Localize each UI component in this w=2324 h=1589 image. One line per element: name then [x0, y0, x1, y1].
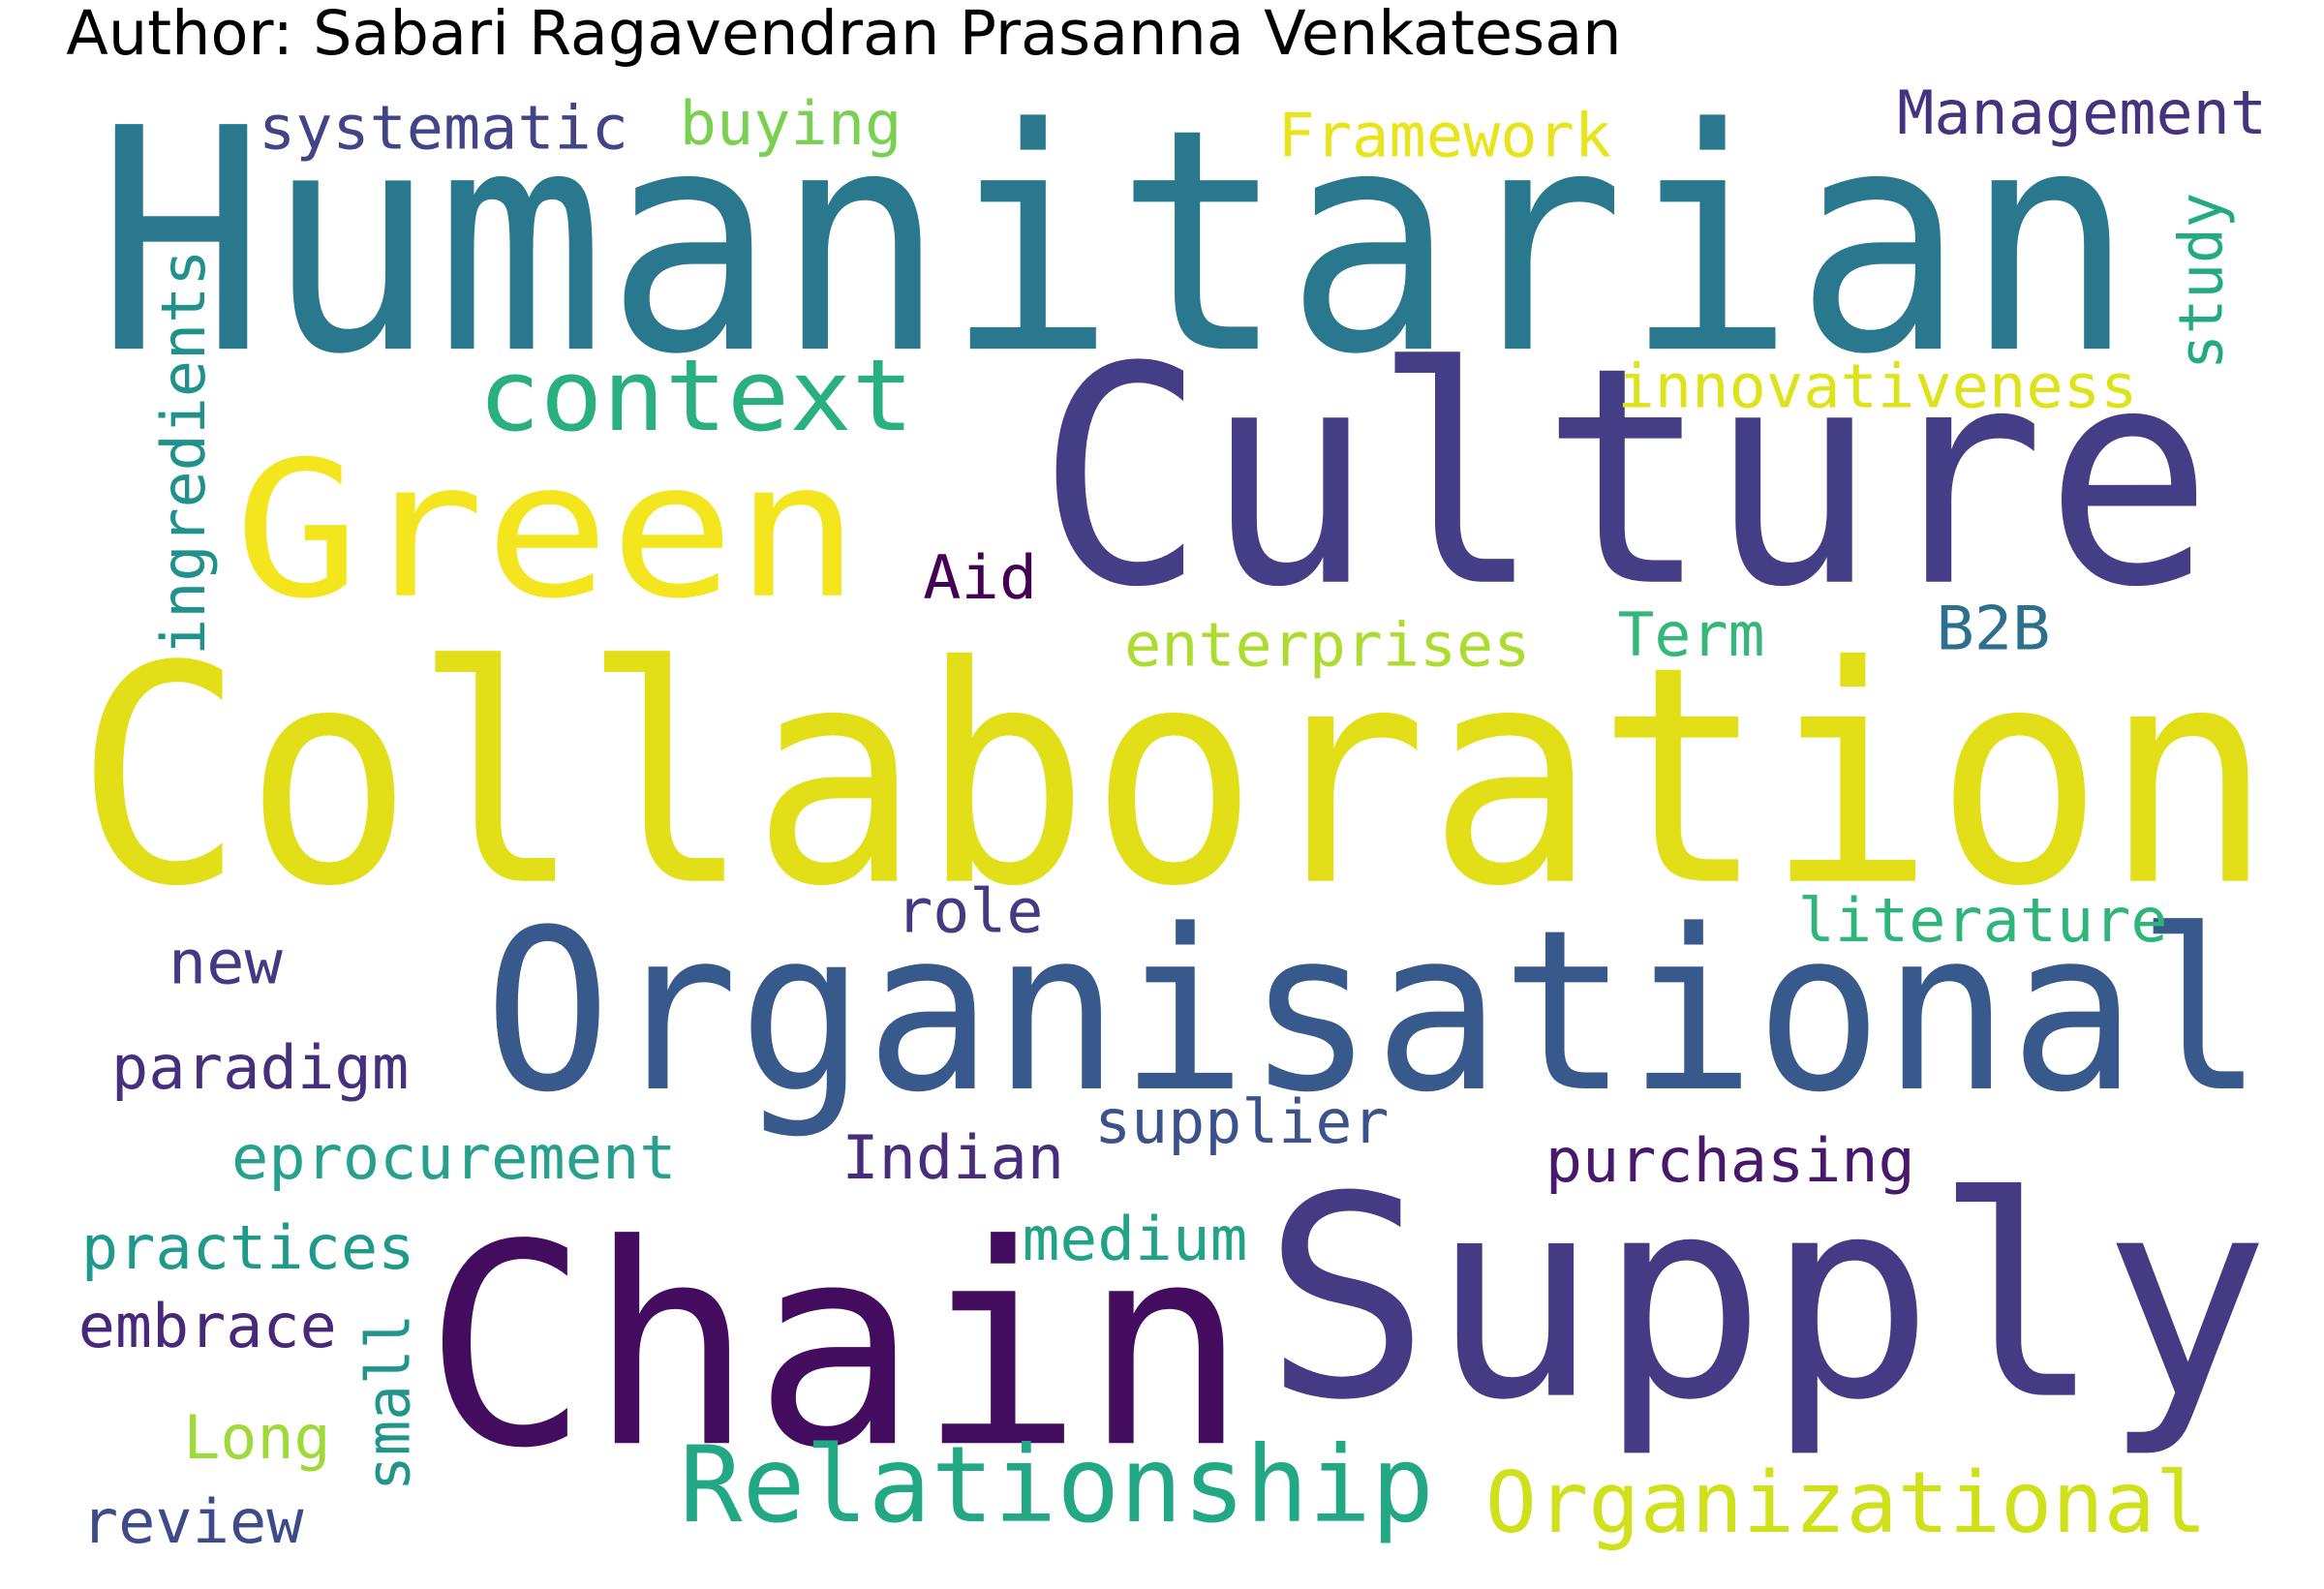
word-collaboration: Collaboration [76, 603, 2274, 953]
word-ingredients: ingredients [148, 250, 219, 656]
word-b2b: B2B [1936, 594, 2050, 664]
word-purchasing: purchasing [1545, 1125, 1915, 1196]
word-term: Term [1617, 599, 1764, 670]
word-framework: Framework [1278, 100, 1612, 170]
word-green: Green [234, 421, 860, 640]
word-organizational: Organizational [1485, 1453, 2207, 1552]
word-context: context [478, 339, 914, 454]
word-supplier: supplier [1094, 1086, 1389, 1157]
word-supply: Supply [1263, 1137, 2270, 1461]
word-role: role [896, 875, 1043, 946]
word-management: Management [1897, 77, 2267, 148]
word-medium: medium [1023, 1204, 1248, 1274]
word-buying: buying [680, 88, 902, 159]
word-new: new [168, 927, 284, 997]
word-humanitarian: Humanitarian [96, 64, 2134, 422]
word-enterprises: enterprises [1124, 610, 1530, 681]
word-small: small [352, 1314, 423, 1491]
word-chain: Chain [424, 1184, 1248, 1509]
word-indian: Indian [841, 1122, 1064, 1193]
word-practices: practices [81, 1212, 415, 1283]
word-innovativeness: innovativeness [1617, 351, 2137, 422]
word-review: review [81, 1486, 304, 1557]
word-embrace: embrace [78, 1291, 337, 1361]
word-paradigm: paradigm [111, 1032, 409, 1103]
word-systematic: systematic [259, 93, 628, 164]
word-eprocurement: eprocurement [231, 1122, 677, 1193]
word-organisational: Organisational [484, 883, 2264, 1142]
word-aid: Aid [923, 542, 1037, 613]
word-relationship: Relationship [680, 1423, 1434, 1546]
word-culture: Culture [1037, 304, 2213, 654]
author-heading: Author: Sabari Ragavendran Prasanna Venk… [66, 0, 1622, 70]
word-literature: literature [1798, 885, 2168, 956]
word-study: study [2165, 193, 2236, 370]
word-long: Long [183, 1402, 330, 1473]
